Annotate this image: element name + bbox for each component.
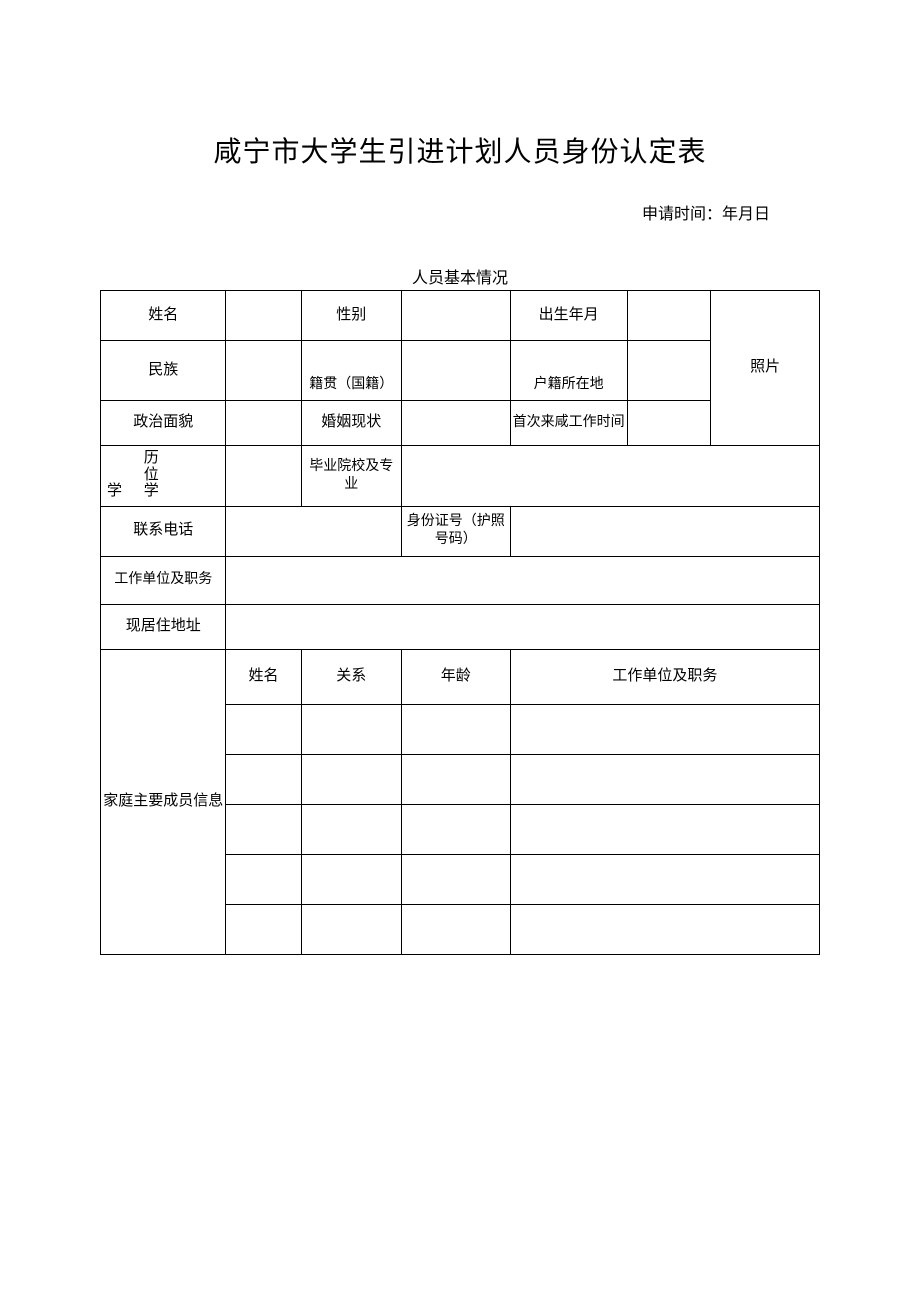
registered-value[interactable] — [627, 341, 711, 401]
photo-cell[interactable]: 照片 — [711, 291, 820, 446]
family-age-1[interactable] — [401, 754, 510, 804]
gender-label: 性别 — [301, 291, 401, 341]
family-age-3[interactable] — [401, 854, 510, 904]
ethnicity-label: 民族 — [101, 341, 226, 401]
family-header-relation: 关系 — [301, 649, 401, 704]
family-work-0[interactable] — [510, 704, 819, 754]
edu-xue2: 学 — [144, 483, 159, 499]
marital-value[interactable] — [401, 401, 510, 446]
family-name-0[interactable] — [226, 704, 301, 754]
birth-label: 出生年月 — [510, 291, 627, 341]
birth-value[interactable] — [627, 291, 711, 341]
family-relation-2[interactable] — [301, 804, 401, 854]
first-work-label: 首次来咸工作时间 — [510, 401, 627, 446]
address-label: 现居住地址 — [101, 604, 226, 649]
name-value[interactable] — [226, 291, 301, 341]
edu-xue: 学 — [107, 483, 122, 499]
family-age-2[interactable] — [401, 804, 510, 854]
family-work-3[interactable] — [510, 854, 819, 904]
id-label: 身份证号（护照号码） — [401, 506, 510, 556]
phone-label: 联系电话 — [101, 506, 226, 556]
family-relation-1[interactable] — [301, 754, 401, 804]
family-age-0[interactable] — [401, 704, 510, 754]
marital-label: 婚姻现状 — [301, 401, 401, 446]
family-work-2[interactable] — [510, 804, 819, 854]
edu-wei: 位 — [144, 467, 159, 483]
family-name-3[interactable] — [226, 854, 301, 904]
registered-label: 户籍所在地 — [510, 341, 627, 401]
phone-value[interactable] — [226, 506, 402, 556]
work-unit-value[interactable] — [226, 556, 820, 604]
ethnicity-value[interactable] — [226, 341, 301, 401]
family-name-4[interactable] — [226, 904, 301, 954]
family-header-name: 姓名 — [226, 649, 301, 704]
id-value[interactable] — [510, 506, 819, 556]
family-relation-0[interactable] — [301, 704, 401, 754]
document-page: 咸宁市大学生引进计划人员身份认定表 申请时间：年月日 人员基本情况 姓名 性别 … — [0, 0, 920, 1015]
document-title: 咸宁市大学生引进计划人员身份认定表 — [100, 130, 820, 170]
form-table: 姓名 性别 出生年月 照片 民族 籍贯（国籍） 户籍所在地 政治面貌 婚姻现状 … — [100, 290, 820, 955]
family-work-4[interactable] — [510, 904, 819, 954]
family-section-label: 家庭主要成员信息 — [101, 649, 226, 954]
first-work-value[interactable] — [627, 401, 711, 446]
table-caption: 人员基本情况 — [100, 264, 820, 288]
apply-time-label: 申请时间：年月日 — [100, 200, 820, 224]
education-label: 学 历 位 学 — [101, 446, 226, 507]
political-value[interactable] — [226, 401, 301, 446]
family-header-work: 工作单位及职务 — [510, 649, 819, 704]
education-value[interactable] — [226, 446, 301, 507]
name-label: 姓名 — [101, 291, 226, 341]
family-relation-4[interactable] — [301, 904, 401, 954]
family-name-1[interactable] — [226, 754, 301, 804]
school-value[interactable] — [401, 446, 819, 507]
work-unit-label: 工作单位及职务 — [101, 556, 226, 604]
gender-value[interactable] — [401, 291, 510, 341]
family-name-2[interactable] — [226, 804, 301, 854]
address-value[interactable] — [226, 604, 820, 649]
family-relation-3[interactable] — [301, 854, 401, 904]
family-header-age: 年龄 — [401, 649, 510, 704]
family-age-4[interactable] — [401, 904, 510, 954]
origin-label: 籍贯（国籍） — [301, 341, 401, 401]
school-label: 毕业院校及专业 — [301, 446, 401, 507]
political-label: 政治面貌 — [101, 401, 226, 446]
family-work-1[interactable] — [510, 754, 819, 804]
origin-value[interactable] — [401, 341, 510, 401]
edu-li: 历 — [144, 450, 159, 466]
